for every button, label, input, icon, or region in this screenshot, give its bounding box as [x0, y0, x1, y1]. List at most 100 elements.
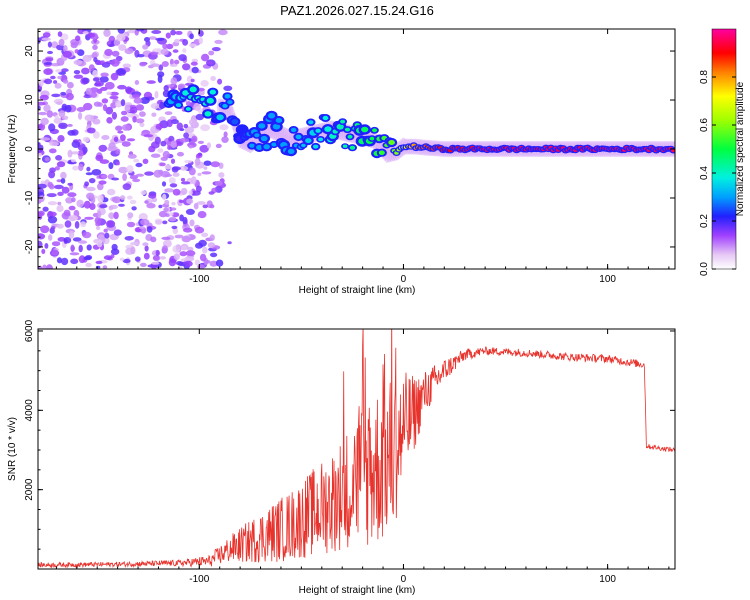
spectrogram-ridge-core: [305, 138, 312, 144]
spectrogram-speckle: [122, 183, 132, 191]
spectrogram-speckle: [38, 105, 41, 110]
spectrogram-ridge-core: [271, 142, 277, 147]
spectrogram-speckle: [72, 237, 82, 242]
spectrogram-speckle: [201, 171, 212, 175]
spectrogram-y-ticks: -20 -10 0 10 20: [24, 30, 675, 268]
spectrogram-speckle: [137, 54, 145, 58]
spectrogram-speckle: [139, 122, 145, 127]
spectrogram-speckle: [101, 98, 109, 104]
spectrogram-speckle: [148, 36, 157, 40]
spectrogram-speckle: [122, 173, 127, 182]
spectrogram-speckle: [39, 94, 49, 101]
spectrogram-speckle: [98, 180, 107, 185]
colorbar-gradient: [712, 29, 736, 269]
spectrogram-ridge-core: [315, 128, 321, 133]
chart-title: PAZ1.2026.027.15.24.G16: [280, 3, 434, 18]
spectrogram-speckle: [180, 258, 190, 262]
spectrogram-speckle: [113, 211, 119, 220]
spectrogram-speckle: [113, 39, 121, 47]
spectrogram-speckle: [67, 81, 74, 89]
spectrogram-ridge-core: [342, 144, 348, 148]
spectrogram-speckle: [56, 223, 64, 229]
spectrogram-speckle: [153, 169, 163, 178]
spectrogram-speckle: [58, 38, 65, 47]
snr-x-ticks: -100 0 100: [55, 329, 670, 585]
spectrogram-speckle: [73, 59, 83, 66]
spectrogram-ridge-core: [258, 123, 266, 129]
spectrogram-speckle: [38, 240, 43, 249]
spectrogram-speckle: [155, 220, 163, 225]
spectrogram-speckle: [111, 50, 120, 57]
spectrogram-speckle: [84, 216, 94, 220]
spectrogram-speckle: [124, 236, 134, 241]
spectrogram-speckle: [155, 249, 160, 257]
spectrogram-speckle: [168, 216, 177, 222]
spectrogram-speckle: [159, 101, 165, 110]
spectrogram-speckle: [50, 75, 56, 80]
spectrogram-speckle: [57, 191, 64, 196]
spectrogram-speckle: [88, 64, 95, 71]
spectrogram-speckle: [62, 79, 69, 84]
spectrogram-speckle: [201, 53, 210, 62]
spectrogram-speckle: [127, 153, 137, 159]
spectrogram-speckle: [38, 101, 46, 106]
spectrogram-speckle: [57, 201, 62, 206]
spectrogram-speckle: [158, 210, 168, 218]
spectrogram-speckle: [180, 177, 186, 182]
spectrogram-speckle: [47, 201, 58, 206]
spectrogram-speckle: [188, 43, 197, 48]
spectrogram-speckle: [51, 241, 61, 247]
spectrogram-speckle: [127, 212, 134, 219]
spectrogram-speckle: [47, 41, 53, 48]
colorbar-ticks: 0.0 0.2 0.4 0.6 0.8: [699, 70, 736, 276]
spectrogram-speckle: [125, 86, 133, 93]
spectrogram-speckle: [48, 234, 53, 241]
spectrogram-speckle: [38, 210, 45, 217]
spectrogram-speckle: [146, 226, 153, 233]
spectrogram-speckle: [98, 144, 108, 152]
spectrogram-speckle: [169, 58, 174, 66]
spectrogram-speckle: [78, 112, 83, 120]
spectrogram-speckle: [165, 43, 174, 50]
spectrogram-speckle: [69, 216, 76, 222]
spectrogram-speckle: [86, 192, 95, 200]
spectrogram-ridge-core: [313, 144, 319, 149]
spectrogram-speckle: [154, 90, 159, 99]
spectrogram-speckle: [97, 210, 102, 218]
spectrogram-speckle: [214, 39, 223, 44]
spectrogram-speckle: [126, 138, 136, 142]
spectrogram-speckle: [109, 95, 119, 100]
spectrogram-speckle: [206, 61, 214, 65]
spectrogram-speckle: [150, 153, 161, 158]
spectrogram-speckle: [77, 49, 85, 56]
spectrogram-speckle: [194, 226, 205, 234]
spectrogram-speckle: [214, 180, 223, 186]
spectrogram-speckle: [85, 172, 93, 176]
spectrogram-speckle: [169, 183, 178, 188]
spectrogram-speckle: [179, 137, 190, 143]
spectrogram-ridge-core: [206, 97, 214, 104]
spectrogram-speckle: [48, 123, 56, 132]
spectrogram-speckle: [120, 99, 126, 107]
spectrogram-speckle: [71, 197, 76, 203]
spectrogram-ridge-core: [324, 126, 332, 132]
spectrogram-speckle: [175, 261, 184, 266]
spectrogram-x-label: Height of straight line (km): [299, 285, 416, 296]
spectrogram-ridge-core: [318, 137, 324, 142]
spectrogram-speckle: [72, 165, 79, 171]
spectrogram-speckle: [129, 106, 138, 114]
spectrogram-speckle: [132, 94, 141, 99]
spectrogram-speckle: [161, 236, 171, 240]
spectrogram-speckle: [67, 130, 76, 136]
spectrogram-speckle: [223, 85, 233, 92]
spectrogram-speckle: [168, 212, 174, 216]
spectrogram-speckle: [181, 235, 191, 243]
spectrogram-speckle: [139, 111, 146, 117]
spectrogram-ridge-core: [349, 145, 356, 150]
spectrogram-speckle: [111, 58, 120, 67]
spectrogram-speckle: [157, 75, 163, 83]
spectrogram-speckle: [195, 185, 202, 193]
spectrogram-speckle: [90, 33, 96, 38]
spectrogram-speckle: [60, 178, 66, 184]
spectrogram-speckle: [144, 245, 149, 252]
